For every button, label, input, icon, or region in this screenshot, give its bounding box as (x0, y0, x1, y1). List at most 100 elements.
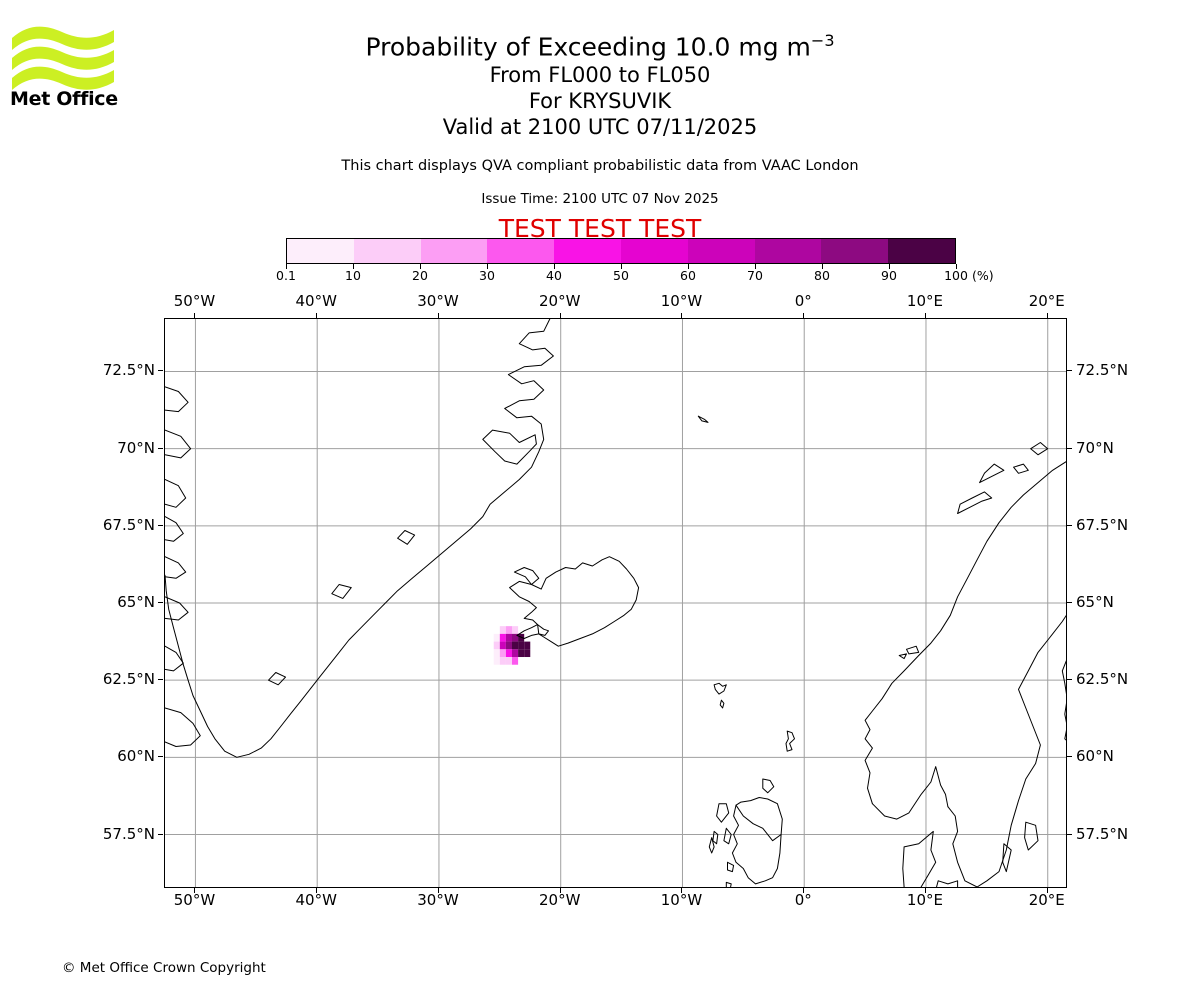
lat-tick-right-72.5 (1067, 370, 1072, 372)
lat-tick-right-70 (1067, 447, 1072, 449)
flight-level-range: From FL000 to FL050 (489, 63, 711, 87)
colorbar-band-2 (420, 239, 488, 263)
colorbar-tick-100: 100 (944, 268, 968, 283)
coastline-baffin-4 (165, 516, 184, 542)
lat-label-left-67.5: 67.5°N (102, 515, 155, 534)
coastline-baffin-1 (165, 386, 189, 413)
lon-tick-top-10 (924, 313, 926, 318)
coastline-orkney (762, 778, 775, 794)
lon-tick-top-0 (803, 313, 805, 318)
coastline-greenland-s1 (268, 672, 286, 686)
colorbar-tick-80: 80 (814, 268, 830, 283)
coastline-finland-coast (1061, 660, 1066, 741)
ash-cell (505, 633, 513, 642)
ash-cell (524, 641, 531, 650)
chart-title: Probability of Exceeding 10.0 mg m−3 (0, 26, 1200, 62)
lat-tick-right-57.5 (1067, 833, 1072, 835)
colorbar-tickmark (554, 264, 555, 269)
coastline-nw-scot-shelf (708, 837, 715, 854)
lon-label-bottom-20: 20°E (1028, 891, 1065, 909)
coastline-faroe-s (719, 699, 725, 709)
colorbar-tick-90: 90 (881, 268, 897, 283)
coastline-labrador-isle (165, 707, 201, 747)
coastline-hitra (906, 645, 920, 655)
ash-cell (499, 641, 506, 650)
lon-label-top--40: 40°W (295, 292, 337, 310)
colorbar-band-0 (287, 239, 354, 263)
colorbar-tick-20: 20 (412, 268, 428, 283)
graticule-grid (165, 319, 1066, 887)
colorbar-tickmark (889, 264, 890, 269)
ash-cell (499, 626, 506, 634)
coastline-lofoten (957, 491, 993, 514)
lat-label-left-60: 60°N (117, 747, 155, 766)
map-canvas (165, 319, 1066, 887)
lat-label-right-70: 70°N (1076, 438, 1114, 457)
lon-tick-bottom--30 (437, 888, 439, 893)
lat-label-left-65: 65°N (117, 593, 155, 611)
lat-tick-right-60 (1067, 756, 1072, 758)
ash-cell (499, 633, 506, 642)
lon-tick-bottom--50 (194, 888, 196, 893)
lon-tick-bottom-0 (803, 888, 805, 893)
coastline-greenland-inner-fjords (397, 530, 416, 545)
valid-time: Valid at 2100 UTC 07/11/2025 (442, 115, 758, 139)
lat-label-left-72.5: 72.5°N (102, 361, 155, 380)
lon-label-bottom--10: 10°W (660, 891, 703, 909)
colorbar-band-1 (353, 239, 421, 263)
coastline-norway-south (871, 766, 949, 820)
coastline-tromso-isl (1030, 442, 1049, 456)
lat-label-right-62.5: 62.5°N (1076, 670, 1129, 689)
colorbar-bands (286, 238, 956, 264)
colorbar-band-5 (620, 239, 688, 263)
lon-label-bottom--40: 40°W (295, 891, 337, 909)
lat-tick-left-60 (158, 756, 163, 758)
ash-cell (505, 641, 513, 650)
coastline-uist (712, 830, 719, 845)
lon-label-top-0: 0° (794, 292, 812, 310)
coastline-baffin-3 (165, 479, 187, 508)
lon-tick-top-20 (1046, 313, 1048, 318)
coastline-norway-coast (864, 461, 1066, 805)
coastline-scotland-w (731, 804, 782, 885)
coastline-sweden-east (947, 614, 1066, 887)
coastline-iceland-nw (513, 567, 540, 585)
coastline-scotland (735, 797, 783, 842)
colorbar-band-6 (687, 239, 755, 263)
met-office-logo-text: Met Office (10, 88, 118, 110)
colorbar-tickmark (353, 264, 354, 269)
coastline-baffin-7 (165, 645, 184, 672)
coastline-islay (725, 881, 732, 887)
chart-title-text: Probability of Exceeding 10.0 mg m (365, 32, 811, 62)
lon-label-top--30: 30°W (417, 292, 459, 310)
colorbar-tickmark (621, 264, 622, 269)
colorbar-band-3 (487, 239, 555, 263)
colorbar-tick-30: 30 (479, 268, 495, 283)
colorbar-tickmark (956, 264, 957, 269)
coastline-skye (723, 827, 732, 845)
lon-label-top--10: 10°W (660, 292, 703, 310)
lat-label-right-72.5: 72.5°N (1076, 361, 1129, 380)
ash-cell (493, 649, 500, 658)
lon-tick-bottom-10 (924, 888, 926, 893)
lon-label-bottom--20: 20°W (538, 891, 581, 909)
colorbar-tick-0.1: 0.1 (276, 268, 296, 283)
coastline-senja (1013, 463, 1029, 474)
colorbar-band-8 (821, 239, 889, 263)
lon-label-top--20: 20°W (538, 292, 581, 310)
lon-label-bottom--30: 30°W (417, 891, 459, 909)
map-plot-area[interactable] (164, 318, 1067, 888)
colorbar-tick-10: 10 (345, 268, 361, 283)
probability-colorbar (286, 238, 956, 264)
coastline-iceland-reykjanes (537, 624, 549, 636)
lat-tick-right-67.5 (1067, 524, 1072, 526)
lat-tick-left-62.5 (158, 679, 163, 681)
coastline-gotland (1024, 821, 1039, 851)
lon-label-top--50: 50°W (173, 292, 216, 310)
ash-cell (512, 641, 519, 650)
coastline-denmark-isl (936, 880, 959, 887)
coastline-denmark (902, 830, 937, 887)
lat-label-left-62.5: 62.5°N (102, 670, 155, 689)
chart-description: This chart displays QVA compliant probab… (341, 158, 859, 174)
